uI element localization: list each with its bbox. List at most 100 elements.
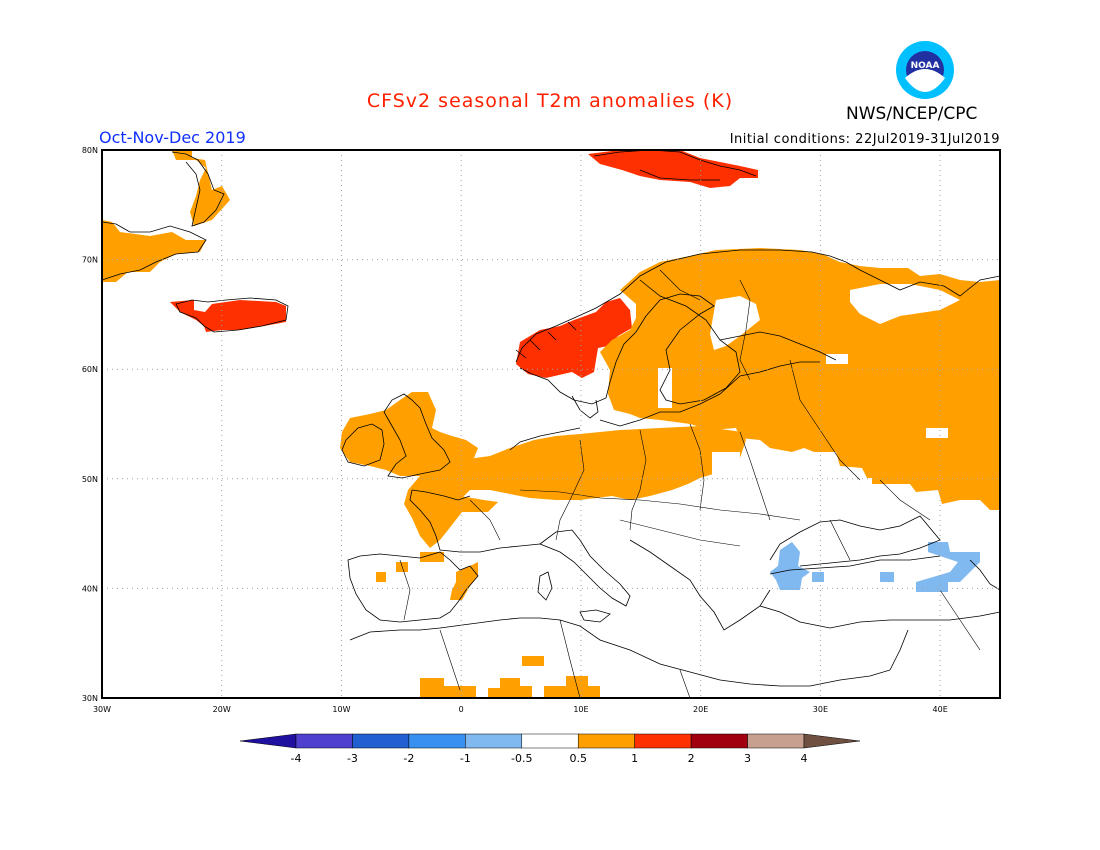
chart-title: CFSv2 seasonal T2m anomalies (K) <box>366 90 734 112</box>
longitude-tick-labels: 30W 20W 10W 0 10E 20E 30E 40E <box>93 705 948 714</box>
initial-conditions-label: Initial conditions: 22Jul2019-31Jul2019 <box>729 132 1000 147</box>
colorbar-box <box>634 733 692 749</box>
border-9 <box>659 269 701 301</box>
agency-label: NWS/NCEP/CPC <box>846 104 978 124</box>
colorbar-box <box>295 733 353 749</box>
coast-caspian <box>969 559 1001 591</box>
coast-iceland <box>175 297 289 333</box>
border-6 <box>519 489 801 521</box>
border-3 <box>689 423 705 511</box>
colorbar-box <box>747 733 805 749</box>
anomaly-gap-barents <box>850 284 960 324</box>
coast-italy <box>539 529 631 607</box>
anomaly-gap-3 <box>712 452 740 478</box>
colorbar-label: 1 <box>631 752 638 765</box>
border-17 <box>939 589 981 651</box>
coast-black-sea <box>769 515 941 567</box>
border-4 <box>739 431 771 521</box>
lat-tick-label: 80N <box>82 146 98 155</box>
colorbar: -4 -3 -2 -1 -0.5 0.5 1 2 3 4 <box>239 733 861 765</box>
coast-turkey <box>759 555 1001 629</box>
colorbar-arrow-low <box>239 733 297 749</box>
colorbar-arrow-high <box>803 733 861 749</box>
map-frame <box>101 149 1001 699</box>
lon-tick-label: 20W <box>213 705 231 714</box>
noaa-logo: NOAA <box>896 41 954 99</box>
lat-tick-label: 40N <box>82 584 98 593</box>
colorbar-label: 3 <box>744 752 751 765</box>
coast-scandinavia <box>515 249 861 405</box>
colorbar-label: 2 <box>688 752 695 765</box>
coast-sardinia <box>537 571 553 601</box>
border-15 <box>879 479 931 521</box>
anomaly-region-north-africa-3 <box>544 676 600 698</box>
border-2 <box>629 429 647 531</box>
border-14 <box>679 669 691 699</box>
anomaly-region-greenland-north <box>172 150 230 226</box>
border-8 <box>739 279 751 381</box>
coast-russia-north <box>859 269 1001 297</box>
anomaly-region-iberia-2 <box>376 572 386 582</box>
colorbar-label: 4 <box>801 752 808 765</box>
coast-ireland <box>341 423 385 467</box>
coast-france <box>409 489 541 553</box>
coast-baltic <box>599 361 820 427</box>
anomaly-region-british-isles <box>340 392 478 476</box>
anomaly-region-iberia-4 <box>450 562 478 600</box>
lon-tick-label: 30E <box>813 705 828 714</box>
lat-tick-label: 30N <box>82 694 98 703</box>
colorbar-label: 0.5 <box>569 752 587 765</box>
colorbar-label: -3 <box>347 752 358 765</box>
period-label: Oct-Nov-Dec 2019 <box>99 128 246 147</box>
coastlines <box>101 149 1001 687</box>
anomaly-fill-layer <box>102 150 1000 698</box>
logo-text: NOAA <box>911 61 940 71</box>
lon-tick-label: 30W <box>93 705 111 714</box>
anomaly-region-iberia-3 <box>396 562 408 572</box>
anomaly-region-north-africa-2 <box>488 678 532 698</box>
coast-greenland <box>101 151 225 281</box>
anomaly-region-turkey-cool <box>770 542 810 590</box>
colorbar-label: -1 <box>460 752 471 765</box>
lon-tick-label: 40E <box>933 705 948 714</box>
coast-balkans <box>629 539 771 631</box>
anomaly-gap-1 <box>826 354 848 364</box>
border-1 <box>555 439 585 541</box>
anomaly-region-central-europe <box>408 426 746 502</box>
anomaly-region-north-africa-1 <box>420 678 476 698</box>
lat-tick-label: 60N <box>82 365 98 374</box>
border-10 <box>469 499 501 541</box>
colorbar-box <box>408 733 466 749</box>
colorbar-box <box>521 733 579 749</box>
colorbar-box <box>352 733 410 749</box>
anomaly-gap-5 <box>862 478 872 488</box>
colorbar-box <box>690 733 748 749</box>
anomaly-gap-bothnia <box>710 296 760 350</box>
coast-levant <box>889 629 909 671</box>
coast-iberia <box>347 551 479 623</box>
lon-tick-label: 0 <box>459 705 464 714</box>
coast-sicily <box>579 609 611 623</box>
colorbar-label: -0.5 <box>511 752 532 765</box>
anomaly-region-svalbard <box>588 150 758 188</box>
border-11 <box>399 559 411 621</box>
border-12 <box>439 629 461 691</box>
anomaly-region-north-africa-4 <box>522 656 544 666</box>
lon-tick-label: 10W <box>332 705 350 714</box>
coast-denmark <box>571 395 599 419</box>
coast-north-africa <box>349 617 891 687</box>
anomaly-region-turkey-cool-3 <box>880 572 894 582</box>
anomaly-region-iceland <box>170 300 286 332</box>
coast-fjords <box>515 321 577 359</box>
lat-tick-label: 50N <box>82 475 98 484</box>
lon-tick-label: 20E <box>693 705 708 714</box>
coast-svalbard <box>593 149 757 181</box>
anomaly-region-turkey-cool-2 <box>812 572 824 582</box>
latitude-tick-labels: 80N 70N 60N 50N 40N 30N <box>82 146 98 703</box>
anomaly-region-greenland <box>102 220 206 282</box>
border-13 <box>559 619 581 699</box>
anomaly-region-iberia-1 <box>420 552 444 562</box>
lon-tick-label: 10E <box>573 705 588 714</box>
anomaly-gap-4 <box>658 368 672 408</box>
